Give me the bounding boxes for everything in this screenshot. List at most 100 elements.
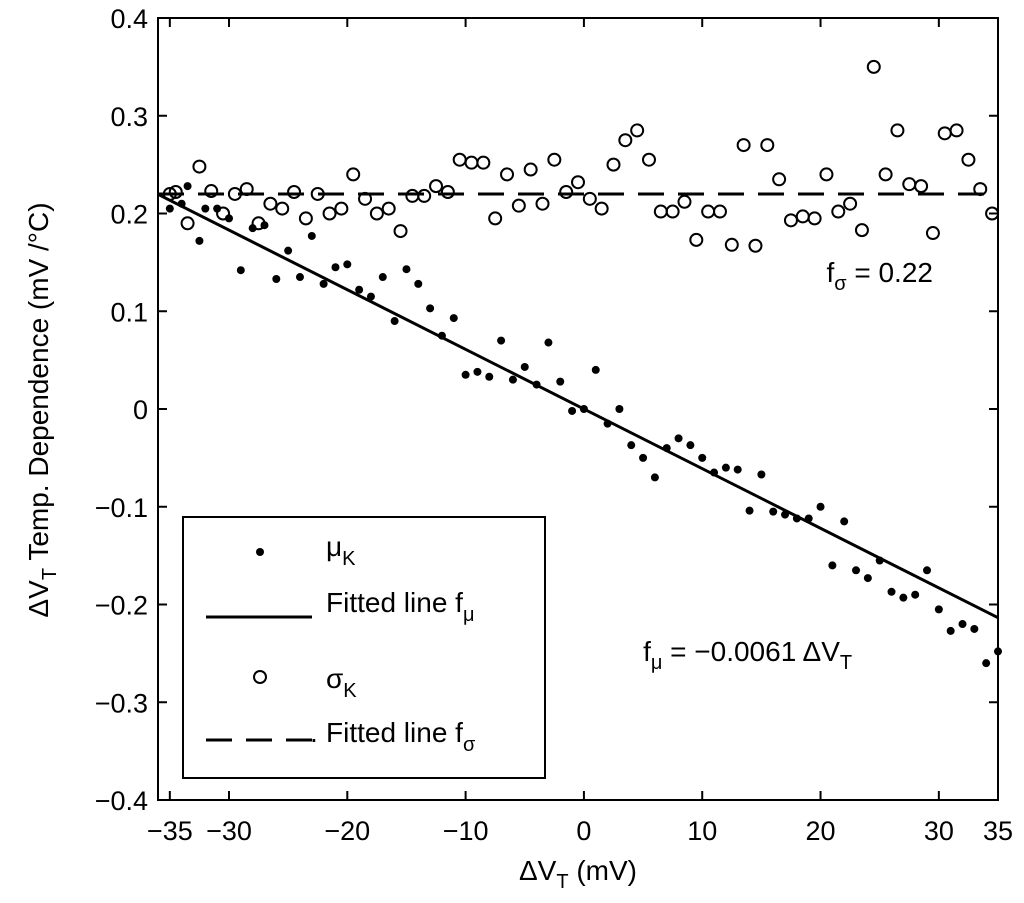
sigma-k-point bbox=[287, 184, 302, 199]
sigma-k-point bbox=[535, 196, 550, 211]
y-tick-label: −0.1 bbox=[95, 493, 148, 523]
sigma-k-point bbox=[346, 167, 361, 182]
mu-k-point bbox=[934, 605, 943, 614]
sigma-k-point bbox=[772, 172, 787, 187]
sigma-k-point bbox=[227, 186, 242, 201]
mu-k-point bbox=[461, 370, 470, 379]
y-tick-label: 0.4 bbox=[110, 4, 148, 34]
mu-k-point bbox=[248, 224, 257, 233]
sigma-k-point bbox=[677, 194, 692, 209]
mu-k-point bbox=[224, 214, 233, 223]
mu-k-point bbox=[437, 331, 446, 340]
mu-k-point bbox=[343, 260, 352, 269]
sigma-k-point bbox=[843, 196, 858, 211]
sigma-k-point bbox=[819, 167, 834, 182]
y-tick-label: 0.1 bbox=[110, 297, 148, 327]
mu-k-point bbox=[650, 473, 659, 482]
mu-k-point bbox=[236, 266, 245, 275]
mu-k-point bbox=[958, 620, 967, 629]
mu-k-point bbox=[970, 624, 979, 633]
mu-k-point bbox=[183, 182, 192, 191]
legend-label-fit-mu: Fitted line fμ bbox=[326, 587, 474, 626]
sigma-k-point bbox=[358, 191, 373, 206]
mu-k-point bbox=[840, 517, 849, 526]
mu-k-point bbox=[201, 204, 210, 213]
sigma-k-point bbox=[440, 184, 455, 199]
sigma-k-point bbox=[665, 204, 680, 219]
mu-k-point bbox=[426, 304, 435, 313]
y-axis-label: ΔVT Temp. Dependence (mV /°C) bbox=[23, 202, 61, 617]
mu-k-point bbox=[887, 587, 896, 596]
x-tick-label: −10 bbox=[443, 816, 489, 846]
sigma-k-point bbox=[452, 152, 467, 167]
sigma-k-point bbox=[630, 123, 645, 138]
mu-k-point bbox=[378, 273, 387, 282]
mu-k-point bbox=[627, 441, 636, 450]
y-tick-labels: −0.4 −0.3 −0.2 −0.1 0 0.1 0.2 0.3 0.4 bbox=[95, 4, 148, 816]
x-tick-label: 30 bbox=[924, 816, 954, 846]
sigma-k-point bbox=[162, 186, 177, 201]
sigma-k-point bbox=[405, 188, 420, 203]
mu-k-point bbox=[473, 367, 482, 376]
sigma-k-point bbox=[866, 59, 881, 74]
mu-k-point bbox=[745, 506, 754, 515]
mu-k-point bbox=[579, 405, 588, 413]
mu-k-point bbox=[485, 372, 494, 381]
mu-k-point bbox=[982, 659, 991, 668]
x-tick-label: 10 bbox=[687, 816, 717, 846]
sigma-k-point bbox=[795, 209, 810, 224]
sigma-k-point bbox=[322, 206, 337, 221]
legend-label-mu-k: μK bbox=[326, 531, 356, 570]
sigma-k-point bbox=[831, 204, 846, 219]
sigma-k-point bbox=[298, 211, 313, 226]
sigma-k-point bbox=[985, 206, 1000, 221]
mu-k-point bbox=[532, 380, 541, 389]
mu-k-point bbox=[899, 593, 908, 602]
legend-label-sigma-k: σK bbox=[326, 663, 357, 702]
mu-k-point bbox=[449, 314, 458, 323]
sigma-k-point bbox=[334, 201, 349, 216]
y-tick-label: −0.4 bbox=[95, 786, 148, 816]
sigma-k-point bbox=[251, 216, 266, 231]
x-tick-label: −30 bbox=[206, 816, 252, 846]
mu-k-point bbox=[544, 338, 553, 347]
mu-k-point bbox=[331, 263, 340, 272]
mu-k-point bbox=[603, 419, 612, 428]
sigma-k-point bbox=[500, 167, 515, 182]
sigma-k-point bbox=[878, 167, 893, 182]
mu-k-point bbox=[769, 507, 778, 516]
mu-k-point bbox=[733, 465, 742, 474]
mu-k-point bbox=[165, 204, 174, 213]
sigma-k-point bbox=[571, 175, 585, 190]
y-tick-label: 0.2 bbox=[110, 200, 148, 230]
mu-k-point bbox=[195, 236, 204, 245]
mu-k-point bbox=[366, 292, 375, 301]
mu-k-point bbox=[307, 231, 316, 240]
sigma-k-point bbox=[275, 201, 290, 216]
sigma-k-point bbox=[973, 182, 988, 197]
mu-k-point bbox=[591, 365, 600, 374]
mu-k-point bbox=[721, 463, 730, 472]
sigma-k-point bbox=[180, 216, 195, 231]
mu-k-point bbox=[686, 441, 695, 450]
y-tick-label: 0 bbox=[133, 395, 148, 425]
sigma-k-point bbox=[854, 223, 869, 238]
x-axis-label: ΔVT (mV) bbox=[519, 855, 637, 893]
sigma-k-point bbox=[464, 155, 479, 170]
mu-k-point bbox=[828, 561, 837, 570]
sigma-k-point bbox=[890, 123, 905, 138]
y-tick-label: −0.2 bbox=[95, 591, 148, 621]
y-tick-label: 0.3 bbox=[110, 102, 148, 132]
mu-k-point bbox=[923, 566, 932, 575]
sigma-k-point bbox=[724, 237, 739, 252]
sigma-k-point bbox=[760, 138, 775, 153]
mu-k-point bbox=[213, 204, 222, 213]
sigma-k-point bbox=[961, 152, 976, 167]
sigma-k-point bbox=[381, 201, 396, 216]
sigma-k-point bbox=[618, 133, 633, 148]
axis-ticks bbox=[158, 17, 999, 801]
mu-k-point bbox=[355, 285, 364, 294]
mu-k-point bbox=[390, 317, 399, 326]
sigma-k-point bbox=[748, 238, 763, 253]
legend-extra-mark: . bbox=[310, 717, 318, 748]
